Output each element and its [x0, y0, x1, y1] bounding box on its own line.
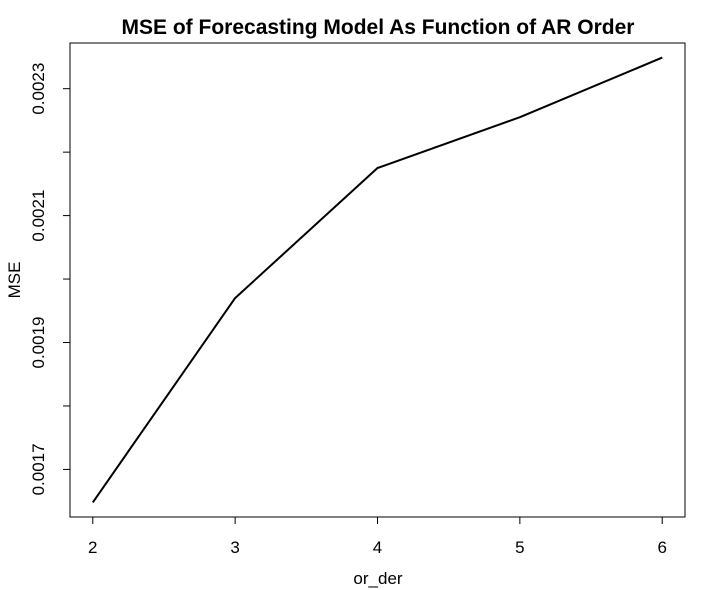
x-tick-label: 4: [373, 538, 382, 557]
y-tick-label: 0.0019: [29, 317, 48, 369]
y-axis-label: MSE: [5, 262, 24, 299]
x-axis-label: or_der: [353, 569, 402, 588]
x-axis: 2 3 4 5 6: [88, 517, 667, 557]
y-tick-label: 0.0017: [29, 443, 48, 495]
x-tick-label: 2: [88, 538, 97, 557]
x-tick-label: 3: [230, 538, 239, 557]
y-tick-label: 0.0021: [29, 190, 48, 242]
plot-frame: [69, 42, 686, 518]
series-group: [91, 56, 663, 503]
y-tick-label: 0.0023: [29, 63, 48, 115]
x-tick-label: 6: [657, 538, 666, 557]
y-axis: 0.0017 0.0019 0.0021 0.0023: [29, 63, 70, 495]
x-tick-label: 5: [515, 538, 524, 557]
mse-series-line: [91, 56, 663, 503]
chart-title: MSE of Forecasting Model As Function of …: [122, 16, 635, 39]
